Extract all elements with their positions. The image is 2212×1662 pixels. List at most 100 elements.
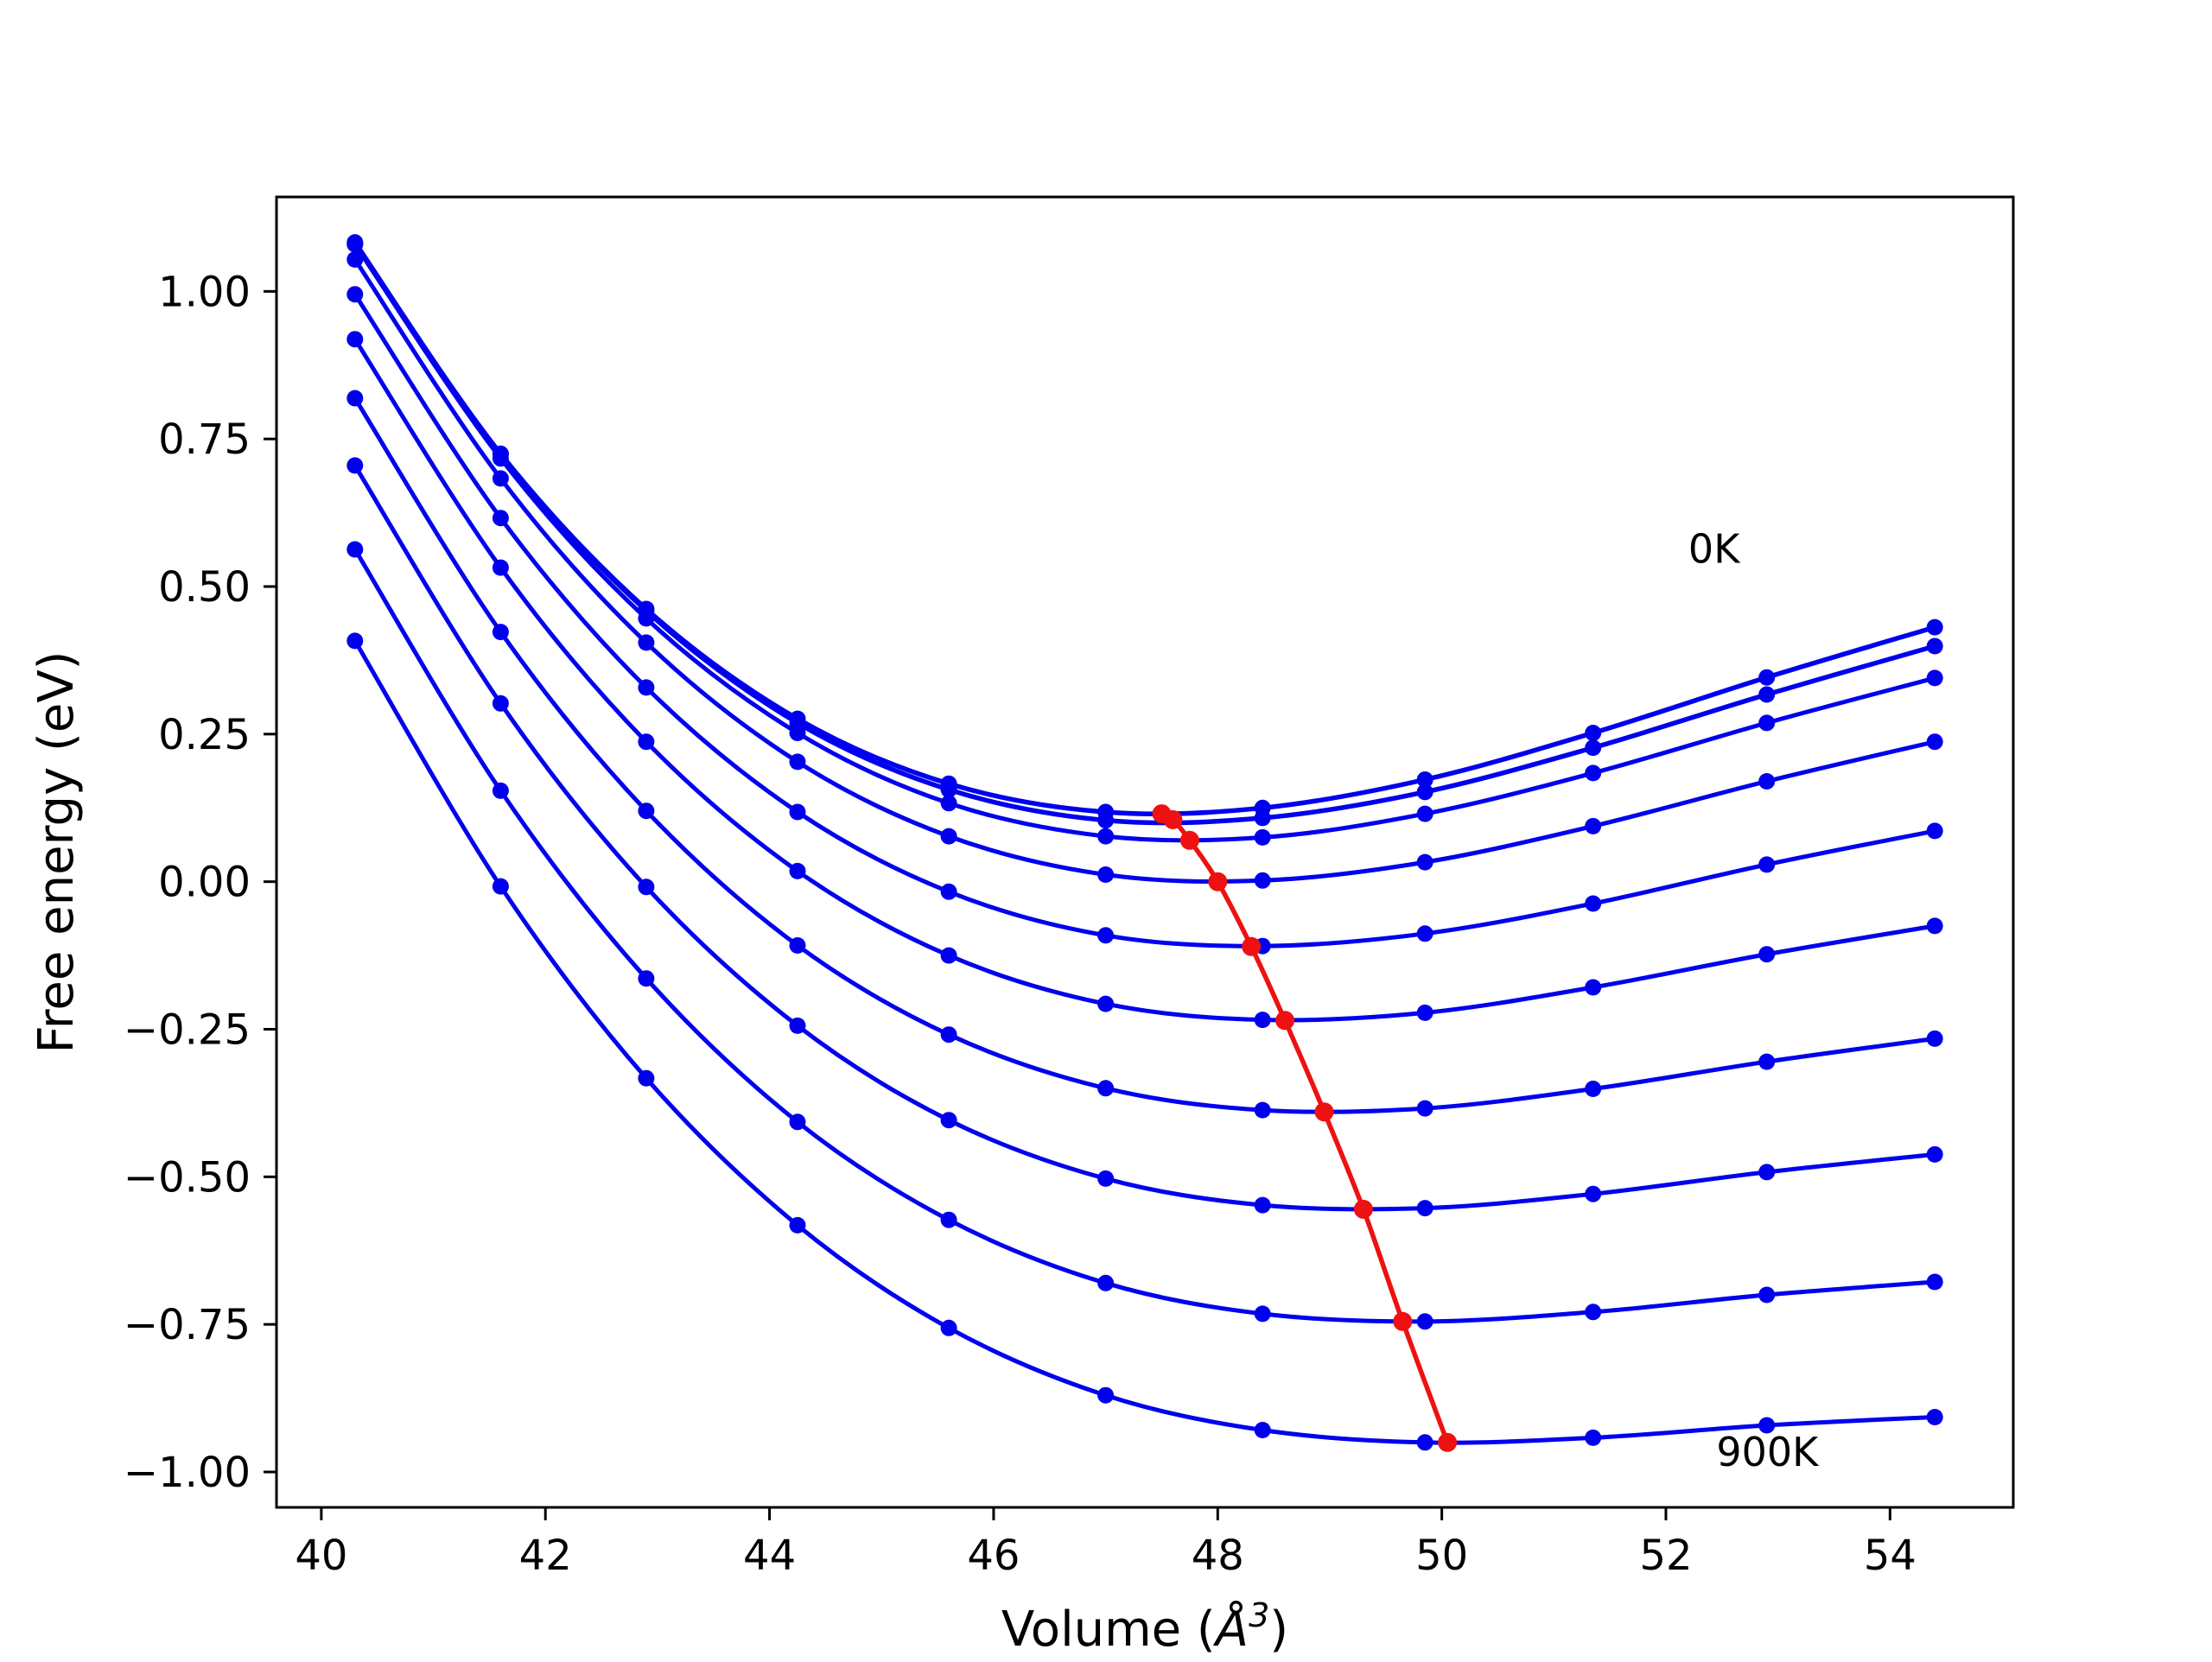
data-point-marker [492, 624, 509, 641]
data-point-marker [346, 457, 364, 474]
data-point-marker [1585, 1081, 1602, 1097]
data-point-marker [492, 450, 509, 467]
data-point-marker [940, 947, 957, 964]
data-point-marker [1254, 809, 1271, 827]
data-point-marker [1416, 771, 1433, 788]
data-point-marker [1097, 1170, 1115, 1187]
data-point-marker [1585, 1304, 1602, 1321]
y-tick-label: 0.00 [158, 859, 251, 907]
data-point-marker [1416, 925, 1433, 942]
data-point-marker [1758, 714, 1776, 732]
data-point-marker [940, 828, 957, 845]
y-tick-label: 0.75 [158, 416, 251, 464]
equilibrium-point-marker [1275, 1011, 1295, 1031]
data-point-marker [1758, 1164, 1776, 1181]
x-axis: 40 42 44 46 48 50 52 54 [295, 1507, 1916, 1580]
data-point-marker [638, 634, 655, 651]
data-point-marker [492, 878, 509, 895]
annotation-900K: 900K [1716, 1429, 1820, 1475]
data-point-marker [940, 1211, 957, 1228]
y-tick-label: −0.75 [124, 1301, 251, 1349]
y-tick-label: 0.25 [158, 711, 251, 759]
x-tick-label: 54 [1864, 1532, 1916, 1580]
free-energy-curves [346, 234, 1943, 1451]
x-tick-label: 52 [1639, 1532, 1692, 1580]
x-tick-label: 48 [1192, 1532, 1244, 1580]
free-energy-curve-900K [353, 639, 1936, 1445]
x-axis-label: Volume (Å3) [1001, 1596, 1288, 1658]
equilibrium-point-marker [1179, 830, 1199, 850]
data-point-marker [346, 331, 364, 348]
free-energy-curve-100K [353, 241, 1936, 826]
data-point-marker [1926, 618, 1943, 636]
data-point-marker [638, 1069, 655, 1087]
data-point-marker [1416, 1313, 1433, 1330]
y-tick-label: 0.50 [158, 563, 251, 612]
data-point-marker [638, 679, 655, 696]
data-point-marker [1758, 1286, 1776, 1304]
free-energy-curve-200K [353, 243, 1936, 843]
equilibrium-path [1160, 811, 1450, 1443]
data-point-marker [1097, 1080, 1115, 1097]
data-point-marker [789, 753, 806, 771]
data-point-marker [492, 559, 509, 576]
data-point-marker [346, 286, 364, 303]
data-point-marker [346, 632, 364, 650]
data-point-marker [638, 610, 655, 627]
free-energy-curve-600K [353, 396, 1936, 1114]
data-point-marker [1416, 783, 1433, 801]
data-point-marker [1926, 669, 1943, 687]
data-point-marker [1254, 1196, 1271, 1214]
data-point-marker [940, 1112, 957, 1129]
data-point-marker [940, 883, 957, 900]
data-point-marker [1097, 927, 1115, 944]
x-tick-label: 42 [519, 1532, 572, 1580]
data-point-marker [638, 802, 655, 820]
data-point-marker [1416, 1200, 1433, 1217]
data-point-marker [1758, 1417, 1776, 1434]
data-point-marker [1097, 828, 1115, 845]
data-point-marker [1758, 686, 1776, 703]
data-point-marker [1416, 853, 1433, 871]
data-point-marker [1585, 739, 1602, 757]
data-point-marker [1585, 979, 1602, 996]
data-point-marker [789, 1216, 806, 1234]
data-point-marker [638, 733, 655, 751]
data-point-marker [1254, 1422, 1271, 1438]
data-point-marker [1585, 1429, 1602, 1446]
data-point-marker [940, 1319, 957, 1336]
y-axis: 1.00 0.75 0.50 0.25 0.00 −0.25 −0.50 −0.75 −1.00 [124, 268, 276, 1497]
y-tick-label: 1.00 [158, 268, 251, 316]
x-tick-label: 50 [1415, 1532, 1468, 1580]
data-point-marker [346, 390, 364, 407]
data-point-marker [1758, 946, 1776, 963]
y-tick-label: −0.50 [124, 1153, 251, 1202]
data-point-marker [1254, 1101, 1271, 1119]
equilibrium-point-marker [1163, 809, 1183, 829]
data-point-marker [789, 862, 806, 879]
data-point-marker [1926, 1030, 1943, 1047]
data-point-marker [492, 510, 509, 527]
data-point-marker [1758, 1053, 1776, 1070]
data-point-marker [1416, 805, 1433, 822]
data-point-marker [492, 470, 509, 487]
data-point-marker [638, 970, 655, 987]
data-point-marker [346, 236, 364, 253]
data-point-marker [346, 251, 364, 268]
data-point-marker [1416, 1004, 1433, 1021]
data-point-marker [1926, 822, 1943, 840]
data-point-marker [1585, 1185, 1602, 1202]
equilibrium-point-marker [1438, 1432, 1458, 1452]
x-tick-label: 46 [967, 1532, 1020, 1580]
data-point-marker [940, 1026, 957, 1044]
data-point-marker [789, 1017, 806, 1034]
data-point-marker [1416, 1434, 1433, 1451]
y-tick-label: −1.00 [124, 1449, 251, 1497]
free-energy-curve-400K [353, 293, 1936, 948]
annotation-0K: 0K [1688, 526, 1741, 573]
data-point-marker [1254, 872, 1271, 889]
data-point-marker [1926, 917, 1943, 935]
data-point-marker [789, 803, 806, 821]
data-point-marker [789, 937, 806, 954]
